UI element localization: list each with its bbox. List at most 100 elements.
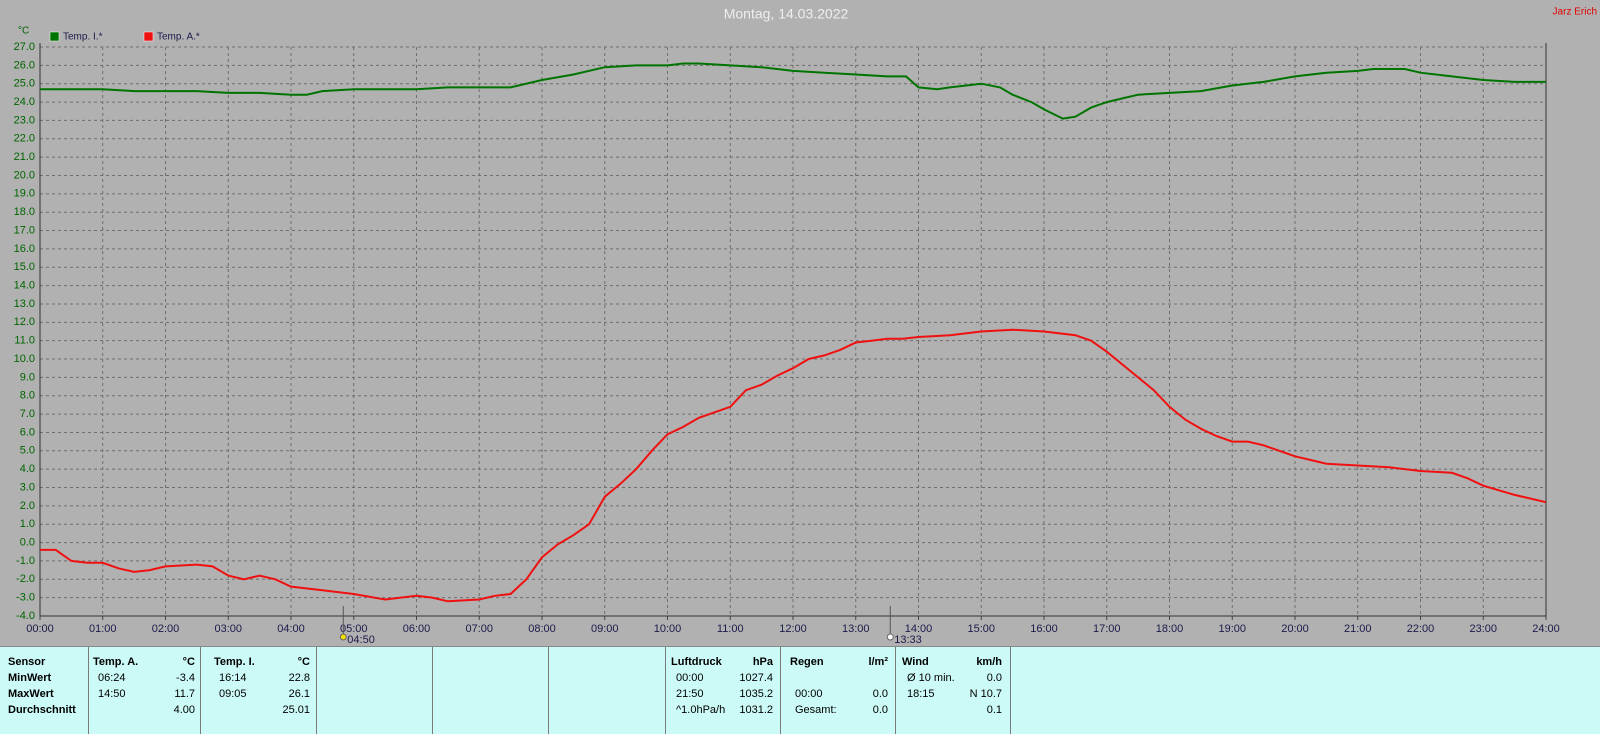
table-cell: 16:14 — [219, 672, 247, 684]
table-cell: Ø 10 min. — [907, 672, 955, 684]
x-tick-label: 17:00 — [1093, 623, 1121, 635]
table-cell: MinWert — [8, 672, 52, 684]
x-tick-label: 21:00 — [1344, 623, 1372, 635]
divider — [200, 647, 201, 734]
y-tick-label: 27.0 — [14, 41, 35, 53]
y-unit: °C — [18, 26, 29, 37]
table-cell: MaxWert — [8, 688, 54, 700]
table-cell: 1027.4 — [739, 672, 773, 684]
divider — [88, 647, 89, 734]
series-line — [40, 62, 1546, 120]
y-tick-label: 2.0 — [20, 500, 35, 512]
stats-table: Sensor MinWert MaxWert Durchschnitt Temp. A.… — [0, 646, 1600, 734]
table-cell: Wind — [902, 656, 929, 668]
y-tick-label: 17.0 — [14, 224, 35, 236]
y-tick-label: 9.0 — [20, 371, 35, 383]
table-cell: km/h — [976, 656, 1002, 668]
table-cell: 11.7 — [174, 688, 195, 700]
y-tick-label: 1.0 — [20, 518, 35, 530]
y-tick-label: 12.0 — [14, 316, 35, 328]
table-cell: 0.0 — [872, 704, 888, 716]
table-cell: Temp. I. — [214, 656, 255, 668]
table-cell: 0.0 — [986, 672, 1002, 684]
table-cell: 1031.2 — [739, 704, 773, 716]
y-tick-label: -1.0 — [16, 555, 35, 567]
table-cell: 26.1 — [288, 688, 310, 700]
x-tick-label: 00:00 — [26, 623, 54, 635]
y-tick-label: 14.0 — [14, 280, 35, 292]
x-tick-label: 02:00 — [152, 623, 180, 635]
y-tick-label: 20.0 — [14, 169, 35, 181]
y-tick-label: -4.0 — [16, 610, 35, 622]
legend-swatch — [143, 31, 154, 42]
x-tick-label: 10:00 — [654, 623, 682, 635]
x-tick-label: 23:00 — [1469, 623, 1497, 635]
table-cell: Temp. A. — [93, 656, 139, 668]
y-tick-label: 11.0 — [14, 335, 35, 347]
table-cell: Regen — [790, 656, 824, 668]
table-cell: 06:24 — [98, 672, 126, 684]
table-cell: N 10.7 — [969, 688, 1002, 700]
divider — [432, 647, 433, 734]
y-tick-label: 4.0 — [20, 463, 35, 475]
table-cell: 0.1 — [986, 704, 1002, 716]
sun-icon — [886, 633, 894, 641]
y-tick-label: 7.0 — [20, 408, 35, 420]
divider — [780, 647, 781, 734]
table-cell: hPa — [752, 656, 773, 668]
chart: Montag, 14.03.2022 Jarz Erich °C 27.0 26.… — [14, 6, 1597, 646]
x-tick-label: 16:00 — [1030, 623, 1058, 635]
legend-label: Temp. I.* — [63, 32, 103, 43]
divider — [548, 647, 549, 734]
author: Jarz Erich — [1553, 7, 1597, 18]
x-tick-label: 08:00 — [528, 623, 556, 635]
x-tick-label: 24:00 — [1532, 623, 1560, 635]
x-tick-label: 11:00 — [717, 623, 744, 635]
x-tick-label: 22:00 — [1407, 623, 1435, 635]
table-cell: 00:00 — [795, 688, 823, 700]
x-tick-label: 05:00 — [340, 623, 368, 635]
y-tick-label: 5.0 — [20, 445, 35, 457]
table-cell: °C — [182, 656, 195, 668]
table-cell: Durchschnitt — [8, 704, 76, 716]
y-tick-label: 24.0 — [14, 96, 35, 108]
y-tick-label: 18.0 — [14, 206, 35, 218]
y-tick-label: 19.0 — [14, 188, 35, 200]
y-tick-label: 25.0 — [14, 78, 35, 90]
y-tick-label: 6.0 — [20, 426, 35, 438]
x-tick-label: 06:00 — [403, 623, 431, 635]
chart-title: Montag, 14.03.2022 — [724, 6, 849, 22]
divider — [895, 647, 896, 734]
table-cell: 1035.2 — [739, 688, 773, 700]
table-cell: Sensor — [8, 656, 46, 668]
x-tick-label: 15:00 — [967, 623, 995, 635]
x-tick-label: 07:00 — [465, 623, 493, 635]
y-tick-label: 13.0 — [14, 298, 35, 310]
table-cell: 09:05 — [219, 688, 247, 700]
divider — [316, 647, 317, 734]
x-tick-label: 09:00 — [591, 623, 619, 635]
x-tick-label: 20:00 — [1281, 623, 1309, 635]
y-tick-label: 3.0 — [20, 481, 35, 493]
x-tick-label: 18:00 — [1156, 623, 1184, 635]
x-tick-label: 14:00 — [905, 623, 933, 635]
divider — [665, 647, 666, 734]
series-line — [40, 328, 1547, 603]
legend-swatch — [49, 31, 60, 42]
y-tick-label: 22.0 — [14, 133, 35, 145]
y-tick-label: 21.0 — [14, 151, 35, 163]
x-tick-label: 12:00 — [779, 623, 807, 635]
y-tick-label: 23.0 — [14, 114, 35, 126]
table-cell: -3.4 — [176, 672, 195, 684]
y-tick-label: 26.0 — [14, 59, 35, 71]
table-cell: Luftdruck — [671, 656, 722, 668]
y-tick-label: -2.0 — [16, 573, 35, 585]
table-cell: 4.00 — [173, 704, 195, 716]
y-tick-label: 10.0 — [14, 353, 35, 365]
divider — [1010, 647, 1011, 734]
table-cell: 14:50 — [98, 688, 126, 700]
table-cell: 21:50 — [676, 688, 704, 700]
x-tick-label: 01:00 — [89, 623, 117, 635]
table-cell: °C — [297, 656, 310, 668]
legend-label: Temp. A.* — [157, 32, 200, 43]
